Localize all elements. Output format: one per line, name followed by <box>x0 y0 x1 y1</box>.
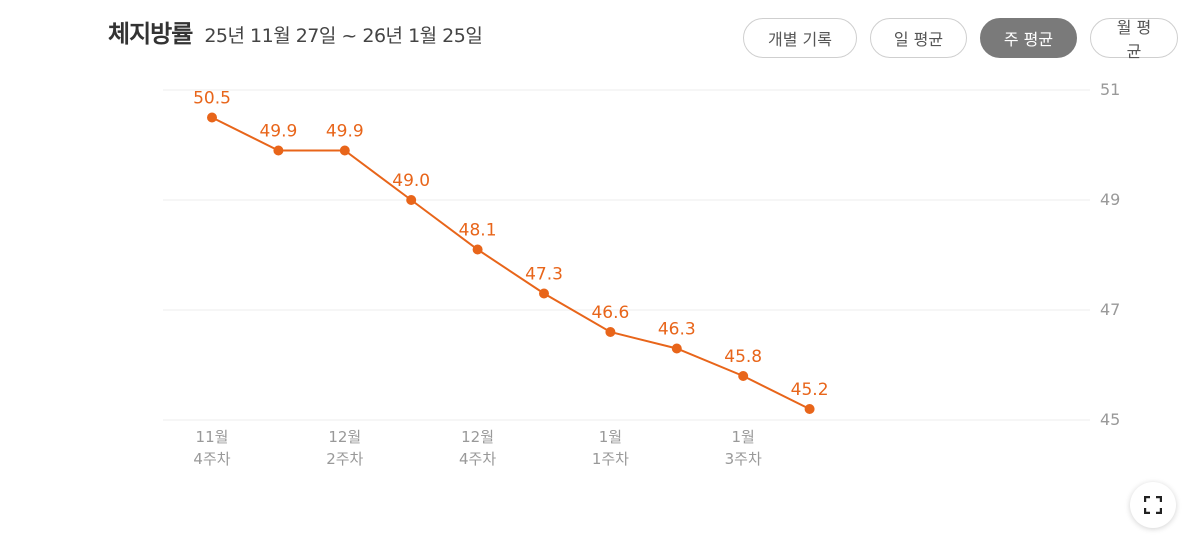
data-label: 50.5 <box>193 89 231 109</box>
period-tabs: 개별 기록 일 평균 주 평균 월 평균 <box>743 18 1178 61</box>
data-label: 46.3 <box>658 320 696 340</box>
expand-button[interactable] <box>1130 482 1176 528</box>
data-label: 45.2 <box>791 380 829 400</box>
x-tick-label: 11월 <box>196 428 229 446</box>
data-point <box>472 244 483 255</box>
data-point <box>207 112 217 123</box>
data-label: 46.6 <box>591 303 629 323</box>
data-label: 47.3 <box>525 265 563 285</box>
data-label: 45.8 <box>724 347 762 367</box>
series-line <box>211 116 811 410</box>
x-tick-label: 3주차 <box>725 450 762 468</box>
tab-weekly-average[interactable]: 주 평균 <box>980 18 1077 58</box>
x-tick-label: 1주차 <box>592 450 629 468</box>
x-tick-label: 1월 <box>599 428 622 446</box>
tab-daily-average[interactable]: 일 평균 <box>870 18 967 58</box>
chart-title: 체지방률 <box>108 20 193 48</box>
date-range: 25년 11월 27일 ~ 26년 1월 25일 <box>204 25 483 47</box>
data-point <box>671 343 682 354</box>
data-label: 49.0 <box>392 171 430 191</box>
data-point <box>539 288 549 299</box>
y-tick-label: 47 <box>1100 300 1120 319</box>
data-label: 48.1 <box>459 221 497 241</box>
data-label: 49.9 <box>326 122 364 142</box>
y-tick-label: 45 <box>1100 410 1120 429</box>
x-tick-label: 2주차 <box>326 450 363 468</box>
data-point <box>339 145 350 156</box>
y-tick-label: 51 <box>1100 80 1120 99</box>
data-point <box>738 371 749 381</box>
x-tick-label: 12월 <box>461 428 494 446</box>
x-tick-label: 4주차 <box>459 450 496 468</box>
tab-individual-records[interactable]: 개별 기록 <box>743 18 857 58</box>
data-point <box>406 195 417 205</box>
chart-header: 체지방률 25년 11월 27일 ~ 26년 1월 25일 <box>108 14 483 50</box>
x-tick-label: 12월 <box>328 428 361 446</box>
x-tick-label: 4주차 <box>193 450 230 468</box>
data-point <box>804 404 815 414</box>
data-point <box>273 145 284 156</box>
data-label: 49.9 <box>259 122 297 142</box>
expand-icon <box>1144 496 1162 514</box>
x-tick-label: 1월 <box>732 428 755 446</box>
tab-monthly-average[interactable]: 월 평균 <box>1090 18 1178 61</box>
y-tick-label: 49 <box>1100 190 1120 209</box>
data-point <box>605 327 616 337</box>
